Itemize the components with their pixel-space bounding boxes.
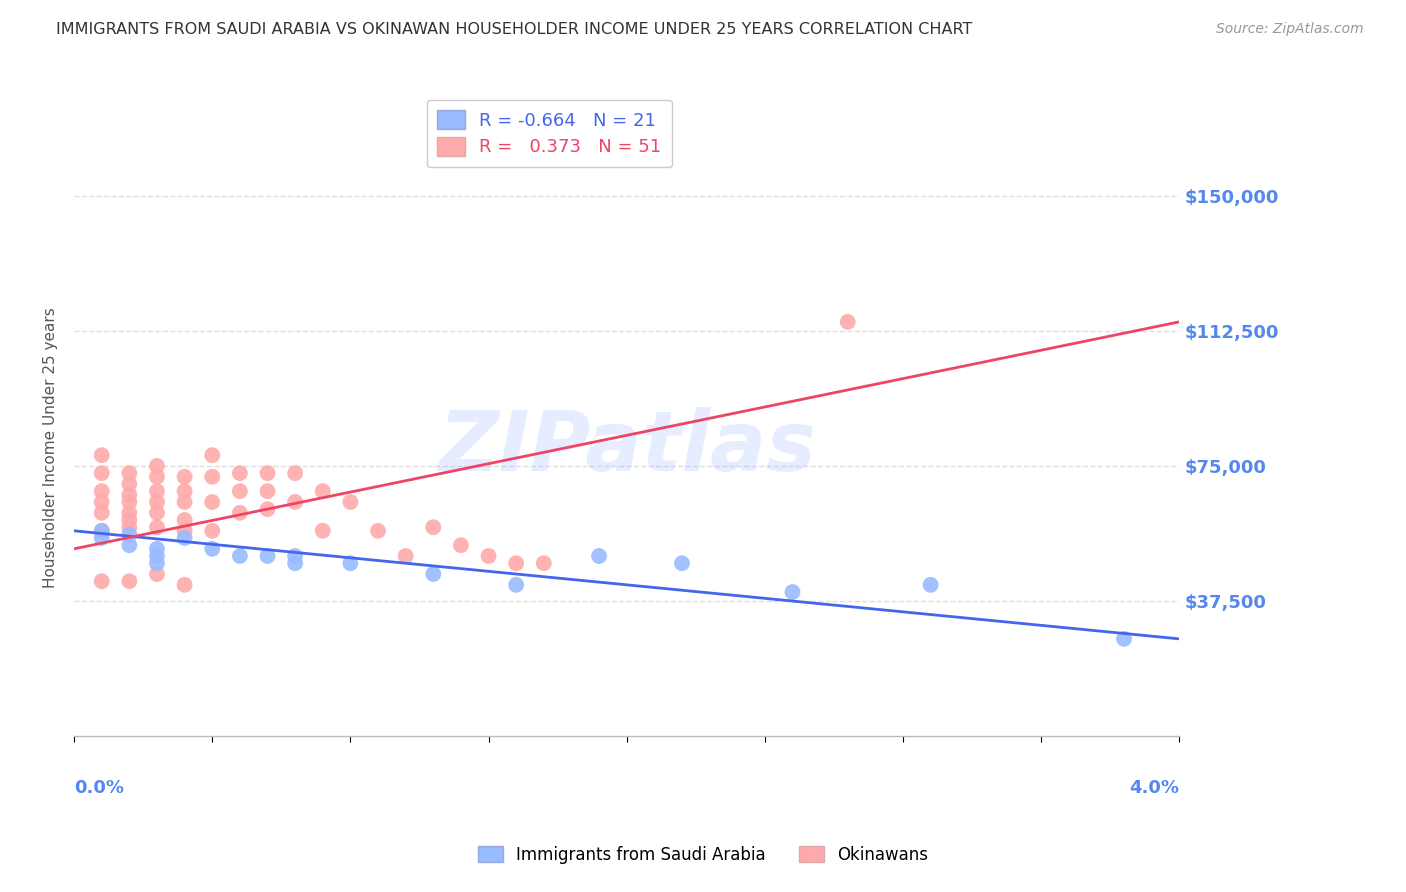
Point: [146, 469, 169, 483]
Point: [146, 567, 169, 582]
Point: [422, 520, 444, 534]
Point: [90, 495, 112, 509]
Legend: Immigrants from Saudi Arabia, Okinawans: Immigrants from Saudi Arabia, Okinawans: [471, 839, 935, 871]
Point: [146, 520, 169, 534]
Point: [505, 578, 527, 592]
Point: [146, 458, 169, 473]
Point: [256, 502, 278, 516]
Point: [201, 524, 224, 538]
Point: [505, 556, 527, 570]
Text: 4.0%: 4.0%: [1129, 780, 1180, 797]
Point: [367, 524, 389, 538]
Point: [118, 506, 141, 520]
Legend: R = -0.664   N = 21, R =   0.373   N = 51: R = -0.664 N = 21, R = 0.373 N = 51: [426, 100, 672, 167]
Point: [173, 469, 195, 483]
Point: [312, 524, 335, 538]
Point: [146, 495, 169, 509]
Point: [146, 484, 169, 499]
Point: [90, 524, 112, 538]
Point: [118, 477, 141, 491]
Point: [173, 531, 195, 545]
Point: [90, 531, 112, 545]
Point: [920, 578, 942, 592]
Point: [671, 556, 693, 570]
Point: [118, 527, 141, 541]
Point: [284, 466, 307, 480]
Point: [146, 556, 169, 570]
Point: [533, 556, 555, 570]
Point: [146, 506, 169, 520]
Point: [173, 484, 195, 499]
Point: [1112, 632, 1135, 646]
Point: [256, 549, 278, 563]
Point: [588, 549, 610, 563]
Point: [395, 549, 418, 563]
Point: [118, 538, 141, 552]
Point: [422, 567, 444, 582]
Point: [284, 549, 307, 563]
Point: [90, 506, 112, 520]
Point: [118, 513, 141, 527]
Point: [782, 585, 804, 599]
Point: [118, 520, 141, 534]
Point: [284, 495, 307, 509]
Point: [146, 549, 169, 563]
Point: [229, 549, 252, 563]
Point: [118, 495, 141, 509]
Text: 0.0%: 0.0%: [75, 780, 124, 797]
Point: [229, 506, 252, 520]
Point: [173, 578, 195, 592]
Point: [256, 484, 278, 499]
Point: [118, 488, 141, 502]
Point: [118, 574, 141, 589]
Point: [201, 469, 224, 483]
Point: [837, 315, 859, 329]
Point: [90, 448, 112, 462]
Point: [229, 484, 252, 499]
Point: [284, 556, 307, 570]
Text: IMMIGRANTS FROM SAUDI ARABIA VS OKINAWAN HOUSEHOLDER INCOME UNDER 25 YEARS CORRE: IMMIGRANTS FROM SAUDI ARABIA VS OKINAWAN…: [56, 22, 973, 37]
Point: [256, 466, 278, 480]
Point: [118, 466, 141, 480]
Point: [450, 538, 472, 552]
Point: [201, 541, 224, 556]
Point: [477, 549, 499, 563]
Point: [90, 466, 112, 480]
Point: [173, 524, 195, 538]
Point: [339, 495, 361, 509]
Point: [229, 466, 252, 480]
Text: ZIPatlas: ZIPatlas: [437, 408, 815, 489]
Point: [339, 556, 361, 570]
Point: [90, 524, 112, 538]
Point: [173, 495, 195, 509]
Y-axis label: Householder Income Under 25 years: Householder Income Under 25 years: [44, 308, 58, 589]
Point: [146, 541, 169, 556]
Point: [201, 495, 224, 509]
Point: [201, 448, 224, 462]
Point: [90, 484, 112, 499]
Point: [173, 513, 195, 527]
Point: [90, 574, 112, 589]
Point: [312, 484, 335, 499]
Text: Source: ZipAtlas.com: Source: ZipAtlas.com: [1216, 22, 1364, 37]
